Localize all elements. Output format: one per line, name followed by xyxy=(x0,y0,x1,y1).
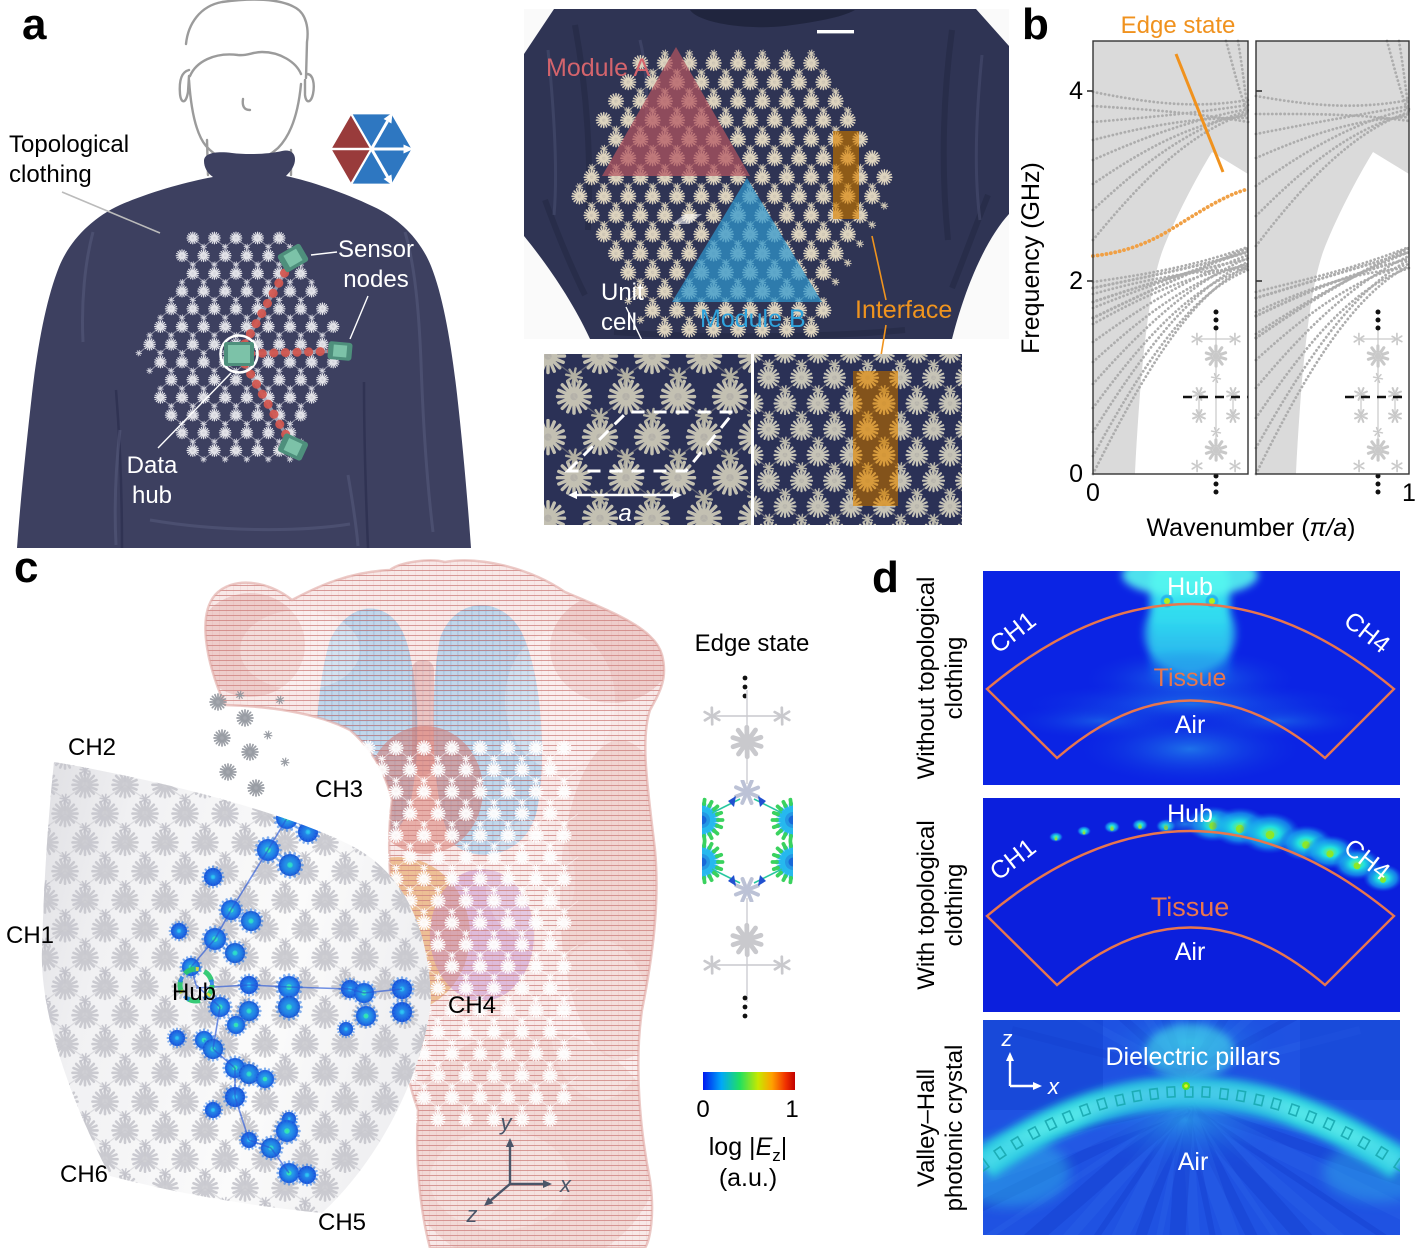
svg-text:(a.u.): (a.u.) xyxy=(719,1164,777,1192)
svg-text:a: a xyxy=(22,0,47,49)
svg-text:Dielectric pillars: Dielectric pillars xyxy=(1105,1043,1280,1071)
svg-text:clothing: clothing xyxy=(9,161,92,188)
svg-text:Wavenumber (π/a): Wavenumber (π/a) xyxy=(1147,514,1356,542)
svg-text:Hub: Hub xyxy=(1167,573,1213,601)
svg-text:CH1: CH1 xyxy=(6,922,54,949)
svg-text:Air: Air xyxy=(1175,938,1206,966)
svg-text:1: 1 xyxy=(1402,479,1416,507)
svg-text:CH3: CH3 xyxy=(315,776,363,803)
svg-text:a: a xyxy=(618,500,631,527)
svg-text:x: x xyxy=(559,1172,572,1197)
svg-text:Module A: Module A xyxy=(546,54,651,82)
svg-text:z: z xyxy=(1001,1026,1013,1051)
svg-text:Tissue: Tissue xyxy=(1154,664,1227,692)
svg-text:0: 0 xyxy=(696,1096,709,1123)
svg-text:Hub: Hub xyxy=(1167,800,1213,828)
svg-text:clothing: clothing xyxy=(941,864,968,947)
svg-text:Sensor: Sensor xyxy=(338,236,414,263)
svg-text:Module B: Module B xyxy=(700,305,806,333)
svg-text:photonic crystal: photonic crystal xyxy=(941,1045,968,1212)
svg-text:With topological: With topological xyxy=(913,820,940,989)
svg-text:Tissue: Tissue xyxy=(1151,892,1230,922)
svg-text:y: y xyxy=(499,1110,514,1135)
svg-text:0: 0 xyxy=(1069,460,1083,488)
svg-text:Unit: Unit xyxy=(601,279,644,306)
svg-text:CH5: CH5 xyxy=(318,1209,366,1236)
svg-text:clothing: clothing xyxy=(941,637,968,720)
svg-text:4: 4 xyxy=(1069,77,1083,105)
svg-text:nodes: nodes xyxy=(343,266,408,293)
svg-text:Topological: Topological xyxy=(9,131,129,158)
svg-text:Without topological: Without topological xyxy=(913,577,940,780)
svg-text:1: 1 xyxy=(785,1096,798,1123)
svg-text:Frequency (GHz): Frequency (GHz) xyxy=(1017,162,1045,354)
svg-text:0: 0 xyxy=(1086,479,1100,507)
svg-text:Edge state: Edge state xyxy=(695,630,810,657)
svg-text:cell: cell xyxy=(601,309,637,336)
svg-text:2: 2 xyxy=(1069,267,1083,295)
svg-text:CH4: CH4 xyxy=(448,992,496,1019)
svg-text:CH2: CH2 xyxy=(68,734,116,761)
svg-text:b: b xyxy=(1022,0,1049,49)
svg-text:hub: hub xyxy=(132,482,172,509)
svg-text:z: z xyxy=(466,1202,478,1227)
svg-text:Air: Air xyxy=(1175,711,1206,739)
svg-text:c: c xyxy=(14,543,38,592)
svg-text:Data: Data xyxy=(127,452,178,479)
svg-text:CH6: CH6 xyxy=(60,1161,108,1188)
svg-text:x: x xyxy=(1047,1074,1060,1099)
svg-text:Interface: Interface xyxy=(855,296,952,324)
svg-text:Air: Air xyxy=(1178,1148,1209,1176)
svg-text:Hub: Hub xyxy=(172,979,216,1006)
svg-text:d: d xyxy=(872,553,899,602)
svg-text:Valley–Hall: Valley–Hall xyxy=(913,1069,940,1187)
svg-text:Edge state: Edge state xyxy=(1121,12,1236,39)
